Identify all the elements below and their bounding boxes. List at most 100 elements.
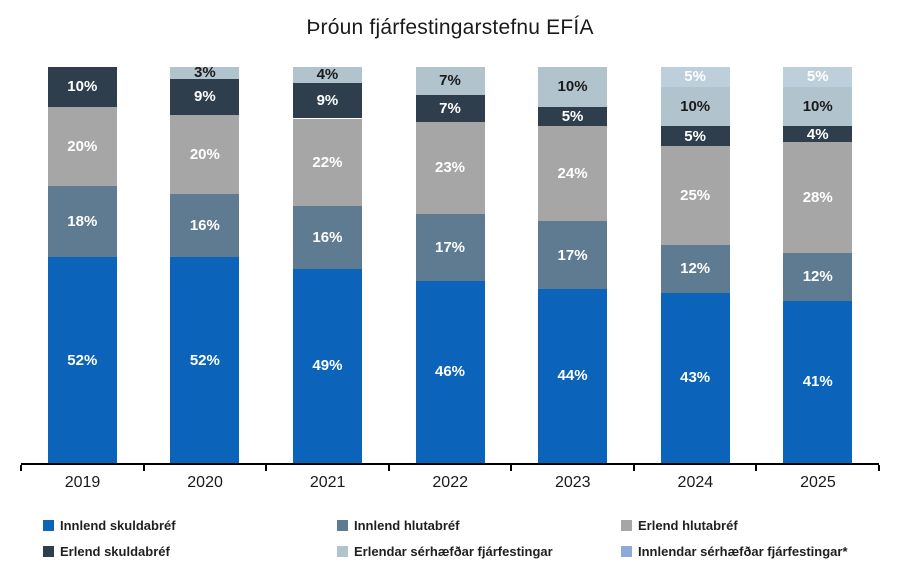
bar-segment: 5% [783, 67, 853, 87]
bar-segment: 9% [292, 82, 362, 119]
segment-value-label: 24% [557, 165, 588, 183]
segment-value-label: 52% [67, 351, 98, 369]
segment-value-label: 49% [312, 357, 343, 375]
bar-segment: 44% [538, 288, 608, 463]
x-axis-tick [510, 465, 513, 471]
legend-item: Erlendar sérhæfðar fjárfestingar [337, 544, 621, 559]
segment-value-label: 5% [561, 108, 584, 125]
bar-segment: 9% [170, 78, 240, 115]
bar-segment: 28% [783, 142, 853, 254]
legend-swatch [337, 545, 348, 557]
legend-item: Innlend hlutabréf [337, 518, 621, 533]
bar-segment: 52% [47, 257, 117, 463]
segment-value-label: 18% [67, 212, 98, 230]
bar-segment: 16% [292, 205, 362, 269]
bar-segment: 10% [783, 86, 853, 127]
x-axis-label: 2024 [677, 474, 714, 491]
x-axis-label: 2020 [187, 474, 223, 491]
bar-segment: 7% [415, 94, 485, 123]
bar-segment: 46% [415, 280, 485, 463]
segment-value-label: 12% [802, 268, 833, 286]
bar-2023: 44% 17% 24% 5% 10% [538, 67, 608, 463]
bar-2021: 49% 16% 22% 9% 4% [292, 66, 362, 463]
x-axis-tick [755, 465, 758, 471]
bar-segment: 10% [47, 67, 117, 107]
x-axis-tick [632, 465, 635, 471]
segment-value-label: 20% [189, 145, 220, 163]
x-axis-line [21, 463, 879, 465]
segment-value-label: 16% [312, 228, 343, 246]
bar-segment: 4% [292, 66, 362, 84]
segment-value-label: 3% [194, 64, 216, 82]
segment-value-label: 7% [439, 72, 461, 90]
legend-item: Innlendar sérhæfðar fjárfestingar* [621, 544, 883, 559]
legend-label: Erlend hlutabréf [638, 517, 738, 533]
bar-segment: 17% [538, 221, 608, 289]
bar-segment: 10% [538, 67, 608, 107]
bar-segment: 16% [170, 193, 240, 258]
bar-2025: 41% 12% 28% 4% 10% 5% [783, 67, 853, 463]
bar-segment: 17% [415, 213, 485, 281]
x-axis-label: 2022 [432, 474, 468, 491]
x-axis-tick [20, 465, 22, 471]
bar-segment: 4% [783, 125, 853, 143]
segment-value-label: 17% [557, 246, 588, 264]
x-axis-label: 2021 [309, 474, 346, 491]
bar-segment: 41% [783, 300, 853, 463]
x-axis-label: 2019 [64, 474, 101, 491]
legend-swatch [43, 519, 54, 531]
segment-value-label: 5% [684, 127, 706, 145]
legend-swatch [621, 519, 632, 531]
legend-swatch [621, 545, 632, 557]
bar-2019: 52% 18% 20% 10% [47, 67, 117, 463]
bar-segment: 25% [660, 146, 730, 246]
x-axis-tick [142, 465, 145, 471]
bar-2022: 46% 17% 23% 7% 7% [415, 67, 485, 463]
segment-value-label: 9% [194, 88, 216, 106]
segment-value-label: 22% [312, 153, 343, 171]
bar-segment: 5% [660, 126, 730, 147]
x-axis-label: 2023 [554, 474, 591, 491]
segment-value-label: 43% [680, 369, 711, 387]
bar-segment: 12% [660, 245, 730, 293]
segment-value-label: 5% [684, 68, 706, 86]
segment-value-label: 44% [557, 367, 588, 385]
x-axis-label: 2025 [800, 474, 836, 491]
bar-segment: 5% [660, 67, 730, 87]
segment-value-label: 16% [189, 216, 220, 234]
segment-value-label: 46% [434, 363, 466, 381]
segment-value-label: 25% [680, 187, 711, 205]
segment-value-label: 4% [316, 66, 339, 84]
segment-value-label: 12% [680, 260, 711, 278]
legend: Innlend skuldabréf Innlend hlutabréf Erlen… [43, 512, 883, 564]
bar-segment: 10% [660, 86, 730, 127]
legend-item: Innlend skuldabréf [43, 518, 337, 533]
legend-item: Erlend hlutabréf [621, 518, 883, 533]
legend-label: Erlend skuldabréf [60, 543, 170, 559]
segment-value-label: 10% [680, 98, 711, 116]
segment-value-label: 10% [67, 78, 98, 96]
segment-value-label: 5% [806, 68, 829, 86]
chart-title: Þróun fjárfestingarstefnu EFÍA [306, 16, 594, 39]
segment-value-label: 9% [316, 92, 339, 110]
legend-item: Erlend skuldabréf [43, 544, 337, 559]
segment-value-label: 10% [802, 98, 833, 116]
bar-segment: 22% [292, 118, 362, 206]
x-axis-tick [387, 465, 390, 471]
segment-value-label: 28% [802, 189, 833, 207]
bar-segment: 20% [47, 106, 117, 186]
bar-segment: 18% [47, 185, 117, 258]
bar-2024: 43% 12% 25% 5% 10% 5% [660, 67, 730, 463]
segment-value-label: 4% [806, 125, 829, 143]
segment-value-label: 17% [434, 238, 466, 256]
bar-segment: 23% [415, 122, 485, 214]
legend-swatch [43, 545, 54, 557]
bar-segment: 49% [292, 268, 362, 463]
bar-segment: 5% [538, 106, 608, 127]
legend-label: Innlendar sérhæfðar fjárfestingar* [638, 543, 848, 559]
legend-label: Erlendar sérhæfðar fjárfestingar [354, 543, 553, 559]
legend-swatch [337, 519, 348, 531]
segment-value-label: 41% [802, 373, 833, 391]
x-axis-tick [878, 465, 880, 471]
